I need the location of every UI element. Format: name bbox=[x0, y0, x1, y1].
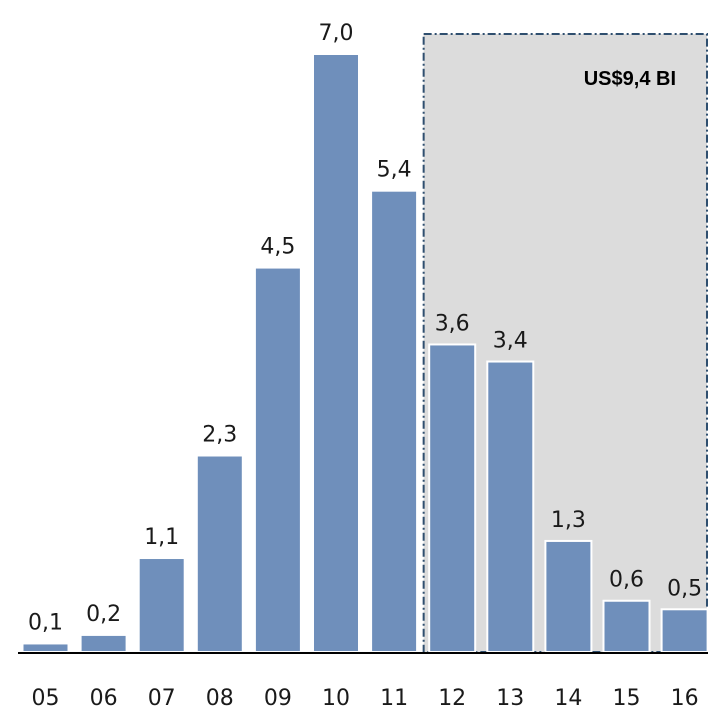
highlight-total-label: US$9,4 BI bbox=[584, 68, 676, 90]
bar-16 bbox=[660, 608, 708, 653]
x-tick-label-10: 10 bbox=[322, 686, 350, 711]
x-tick-label-08: 08 bbox=[206, 686, 234, 711]
value-label-08: 2,3 bbox=[202, 423, 237, 448]
x-tick-label-07: 07 bbox=[148, 686, 176, 711]
x-tick-label-12: 12 bbox=[438, 686, 466, 711]
bar-05 bbox=[21, 642, 70, 654]
bar-13 bbox=[486, 360, 535, 653]
value-label-05: 0,1 bbox=[28, 610, 63, 635]
x-tick-label-11: 11 bbox=[380, 686, 408, 711]
value-label-07: 1,1 bbox=[144, 525, 179, 550]
bar-07 bbox=[137, 557, 186, 653]
bar-12 bbox=[428, 343, 477, 653]
x-tick-label-13: 13 bbox=[496, 686, 524, 711]
bar-08 bbox=[195, 454, 244, 653]
value-label-13: 3,4 bbox=[493, 329, 528, 354]
x-tick-label-14: 14 bbox=[554, 686, 582, 711]
value-label-15: 0,6 bbox=[609, 568, 644, 593]
x-tick-label-15: 15 bbox=[613, 686, 641, 711]
bar-11 bbox=[370, 189, 419, 654]
bar-14 bbox=[544, 539, 593, 654]
x-tick-label-06: 06 bbox=[90, 686, 118, 711]
bar-15 bbox=[602, 599, 651, 653]
x-tick-label-16: 16 bbox=[671, 686, 699, 711]
value-label-10: 7,0 bbox=[319, 21, 354, 46]
x-tick-label-09: 09 bbox=[264, 686, 292, 711]
x-tick-label-05: 05 bbox=[32, 686, 60, 711]
bar-09 bbox=[253, 266, 302, 653]
value-label-11: 5,4 bbox=[377, 158, 412, 183]
value-label-12: 3,6 bbox=[435, 311, 470, 336]
value-label-09: 4,5 bbox=[260, 235, 295, 260]
value-label-14: 1,3 bbox=[551, 508, 586, 533]
bar-10 bbox=[312, 53, 360, 653]
value-label-16: 0,5 bbox=[667, 576, 702, 601]
value-label-06: 0,2 bbox=[86, 602, 121, 627]
bar-06 bbox=[79, 633, 128, 654]
